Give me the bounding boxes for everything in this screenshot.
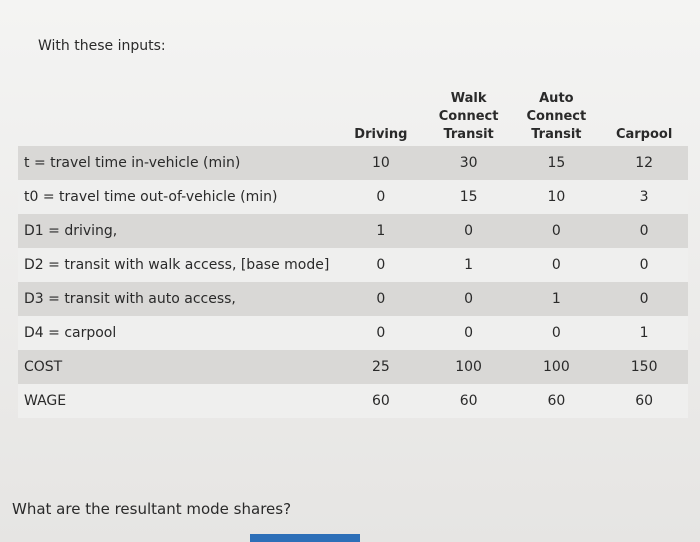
cell: 1 (464, 257, 474, 273)
intro: With these inputs: (38, 38, 166, 54)
cell: 12 (635, 155, 654, 171)
column-header: Driving (354, 127, 408, 142)
cell: 3 (639, 189, 649, 205)
row-label: D2 = transit with walk access, [base mod… (24, 257, 330, 273)
column-header: Walk Connect Transit (438, 91, 499, 142)
corner (18, 88, 337, 146)
row-label: t = travel time in-vehicle (min) (24, 155, 241, 171)
cell: 0 (464, 223, 474, 239)
input-table: Driving Walk Connect Transit Auto Connect … (18, 88, 688, 418)
cell: 30 (459, 155, 478, 171)
cell: 0 (376, 257, 386, 273)
cell: 100 (455, 359, 482, 375)
table-row: t = travel time in-vehicle (min) 10 30 15 12 (18, 146, 688, 180)
table-row: D3 = transit with auto access, 0 0 1 0 (18, 282, 688, 316)
cell: 1 (639, 325, 649, 341)
cell: 0 (551, 325, 561, 341)
cell: 0 (376, 325, 386, 341)
cell: 15 (547, 155, 566, 171)
cell: 60 (371, 393, 390, 409)
cell: 1 (376, 223, 386, 239)
cell: 0 (551, 223, 561, 239)
cell: 60 (635, 393, 654, 409)
column-header: Auto Connect Transit (526, 91, 587, 142)
row-label: D3 = transit with auto access, (24, 291, 236, 307)
cell: 15 (459, 189, 478, 205)
cell: 150 (630, 359, 658, 375)
row-label: COST (24, 359, 63, 375)
cell: 0 (464, 291, 474, 307)
column-header: Carpool (615, 127, 673, 142)
cell: 0 (639, 223, 649, 239)
table-body: t = travel time in-vehicle (min) 10 30 15 12… (18, 146, 688, 418)
row-label: t0 = travel time out-of-vehicle (min) (24, 189, 278, 205)
cell: 0 (639, 291, 649, 307)
table-row: D2 = transit with walk access, [base mod… (18, 248, 688, 282)
cell: 100 (543, 359, 570, 375)
question: What are the resultant mode shares? (12, 500, 292, 518)
cell: 25 (371, 359, 390, 375)
cell: 1 (551, 291, 561, 307)
cell: 60 (547, 393, 566, 409)
table-row: D4 = carpool 0 0 0 1 (18, 316, 688, 350)
cell: 10 (547, 189, 566, 205)
table-row: WAGE 60 60 60 60 (18, 384, 688, 418)
table-row: t0 = travel time out-of-vehicle (min) 0 15… (18, 180, 688, 214)
row-label: D4 = carpool (24, 325, 117, 341)
cell: 0 (551, 257, 561, 273)
table-row: D1 = driving, 1 0 0 0 (18, 214, 688, 248)
cell: 0 (376, 291, 386, 307)
header-row: Driving Walk Connect Transit Auto Connect … (18, 88, 688, 146)
cell: 60 (459, 393, 478, 409)
cell: 0 (639, 257, 649, 273)
row-label: WAGE (24, 393, 67, 409)
cell: 10 (371, 155, 390, 171)
cell: 0 (376, 189, 386, 205)
cell: 0 (464, 325, 474, 341)
button-edge (250, 534, 360, 542)
row-label: D1 = driving, (24, 223, 118, 239)
table-row: COST 25 100 100 150 (18, 350, 688, 384)
